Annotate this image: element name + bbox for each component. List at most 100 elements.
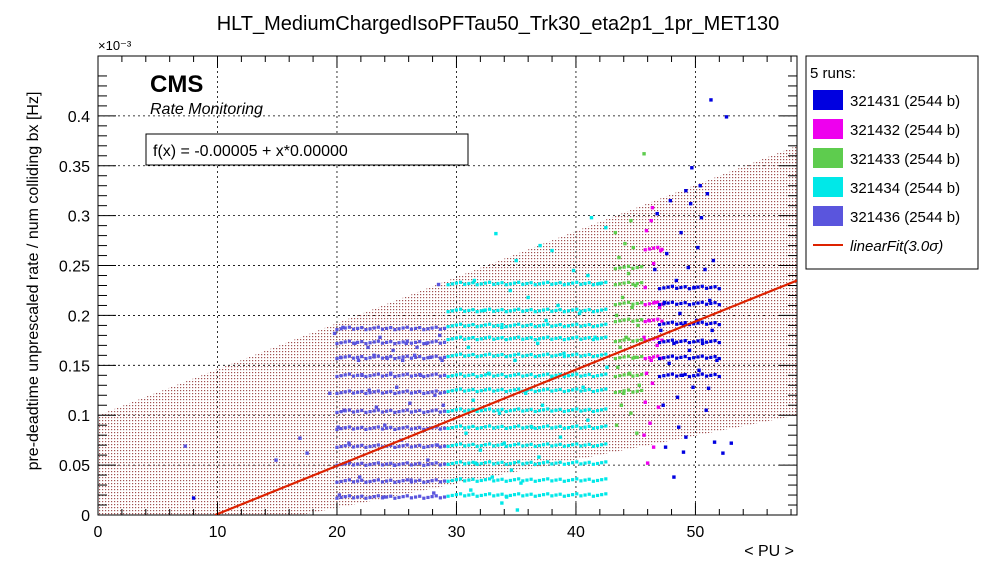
data-point [389, 494, 393, 498]
data-point [713, 301, 717, 305]
data-point [368, 495, 372, 500]
data-point [488, 424, 492, 428]
data-point [688, 201, 693, 206]
data-point [525, 408, 529, 412]
data-point [401, 390, 405, 394]
data-point [508, 478, 512, 483]
data-point [191, 496, 196, 500]
data-point [546, 280, 550, 284]
data-point [660, 356, 664, 360]
data-point [490, 475, 495, 479]
data-point [434, 478, 438, 482]
data-point [364, 496, 368, 500]
data-point [483, 425, 488, 429]
data-point [339, 444, 343, 449]
data-point [391, 348, 395, 353]
data-point [679, 373, 683, 377]
data-point [643, 248, 647, 252]
data-point [614, 313, 619, 318]
data-point [546, 372, 550, 376]
data-point [422, 374, 426, 379]
data-point [494, 231, 498, 236]
data-point [405, 325, 409, 329]
data-point [442, 409, 447, 413]
data-point [479, 478, 483, 483]
data-point [613, 374, 617, 379]
data-point [721, 451, 725, 455]
data-point [356, 495, 360, 499]
data-point [657, 303, 662, 307]
data-point [614, 423, 619, 427]
data-point [475, 426, 479, 430]
data-point [704, 408, 708, 412]
data-point [446, 337, 450, 342]
data-point [526, 295, 530, 300]
data-point [450, 309, 454, 313]
data-point [587, 407, 591, 412]
data-point [679, 339, 683, 343]
data-point [401, 326, 405, 330]
data-point [546, 335, 550, 339]
data-point [405, 478, 409, 482]
data-point [351, 356, 356, 360]
data-point [554, 408, 558, 412]
data-point [674, 278, 679, 283]
data-point [504, 310, 508, 314]
data-point [537, 324, 542, 328]
data-point [667, 361, 671, 366]
data-point [571, 353, 575, 357]
data-point [521, 426, 525, 430]
data-point [426, 444, 430, 449]
data-point [389, 326, 393, 330]
data-point [533, 389, 537, 394]
data-point [696, 339, 700, 343]
data-point [339, 356, 343, 360]
data-point [536, 341, 540, 346]
data-point [626, 372, 631, 376]
data-point [675, 340, 679, 344]
data-point [652, 355, 656, 359]
data-point [426, 341, 430, 345]
data-point [533, 354, 537, 359]
data-point [500, 407, 504, 412]
data-point [647, 247, 652, 251]
data-point [488, 322, 492, 326]
data-point [566, 409, 571, 413]
data-point [442, 462, 447, 466]
data-point [512, 443, 517, 447]
data-point [397, 410, 401, 414]
data-point [579, 282, 583, 286]
data-point [483, 443, 488, 447]
data-point [525, 443, 529, 447]
data-point [389, 478, 393, 482]
data-point [450, 478, 454, 483]
data-point [442, 479, 447, 483]
data-point [537, 493, 542, 498]
data-point [405, 443, 409, 447]
data-point [635, 389, 639, 393]
data-point [647, 356, 652, 360]
data-point [351, 374, 356, 378]
data-point [640, 337, 644, 342]
data-point [643, 320, 647, 324]
data-point [512, 281, 517, 285]
data-point [709, 98, 713, 102]
data-point [471, 387, 475, 392]
data-point [550, 309, 554, 313]
data-point [643, 303, 647, 307]
data-point [529, 323, 533, 327]
data-point [404, 341, 408, 346]
data-point [533, 337, 537, 342]
data-point [683, 321, 687, 325]
data-point [616, 365, 620, 370]
data-point [409, 478, 413, 482]
data-point [717, 287, 721, 291]
data-point [454, 478, 458, 482]
data-point [496, 336, 500, 340]
data-point [483, 281, 488, 285]
data-point [335, 427, 339, 431]
data-point [475, 444, 479, 448]
data-point [454, 425, 458, 429]
data-point [479, 374, 483, 378]
data-point [389, 339, 393, 344]
